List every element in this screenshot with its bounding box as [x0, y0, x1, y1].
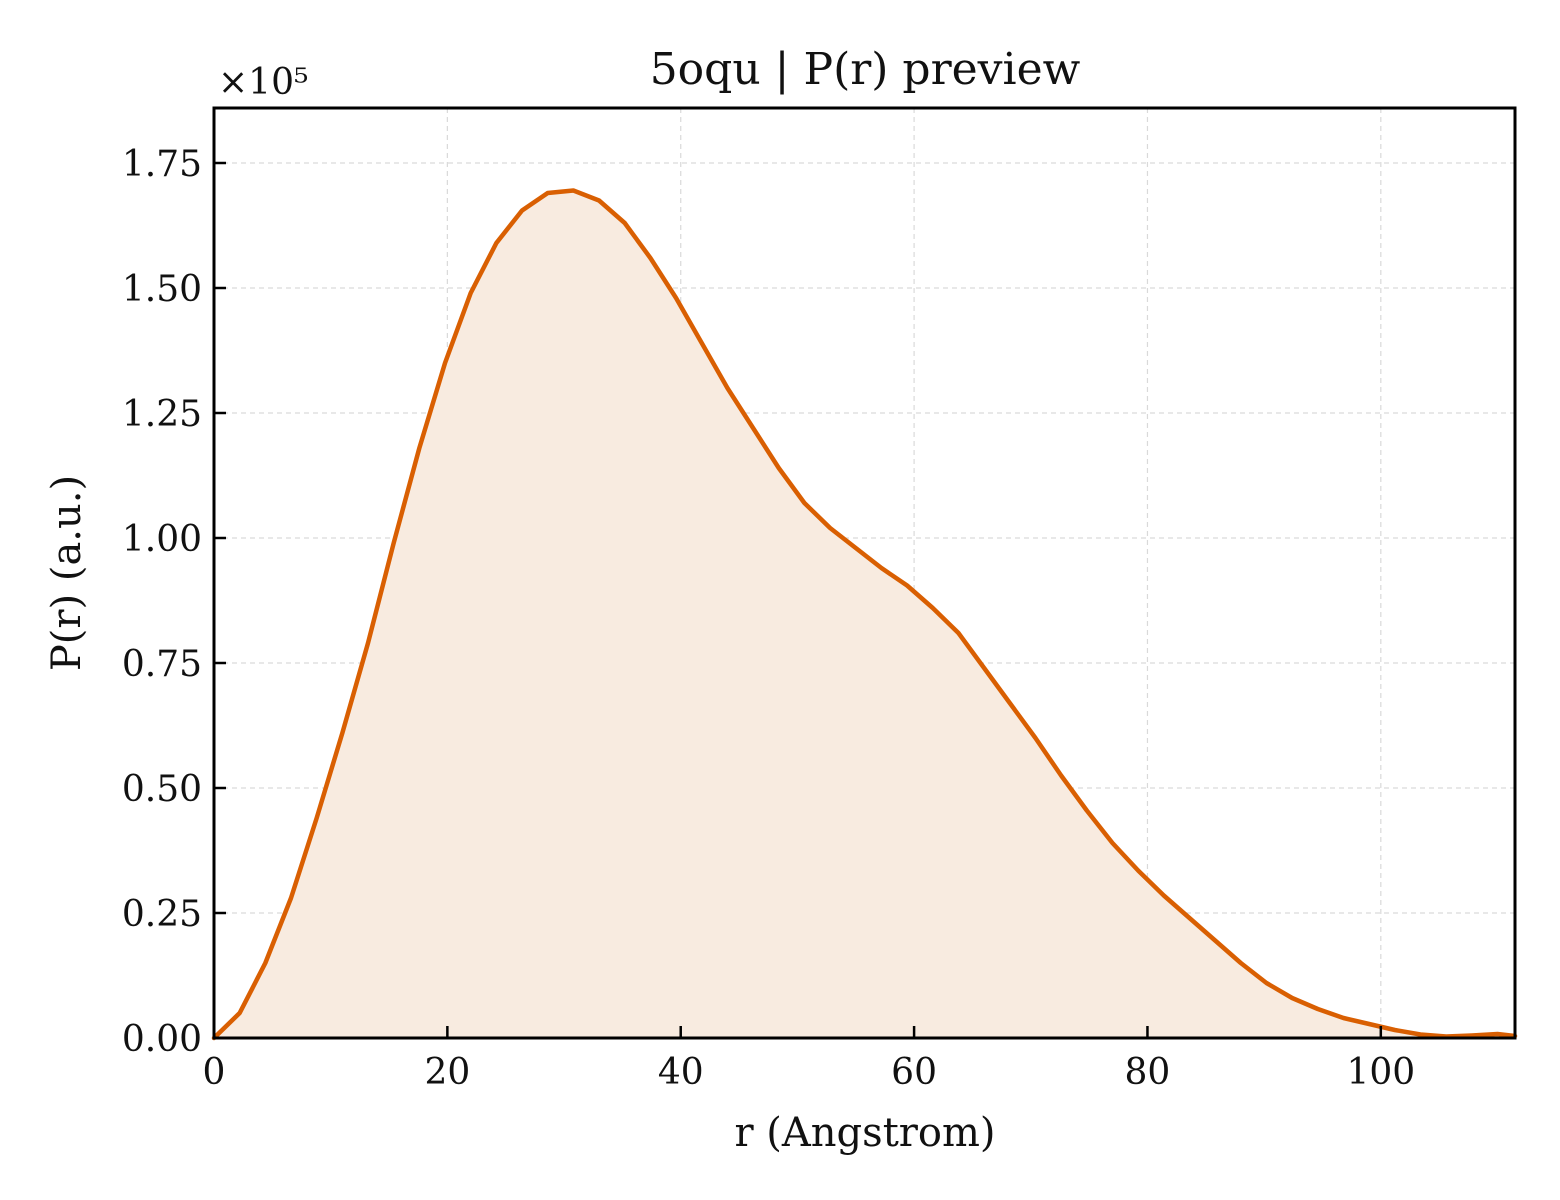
y-tick-label: 0.75: [122, 644, 202, 685]
x-tick-label: 20: [424, 1052, 470, 1093]
x-tick-label: 0: [203, 1052, 226, 1093]
y-tick-label: 0.50: [122, 769, 202, 810]
x-tick-label: 40: [658, 1052, 704, 1093]
y-tick-label: 0.00: [122, 1019, 202, 1060]
x-tick-label: 80: [1125, 1052, 1171, 1093]
tick-labels: 0 20 40 60 80 100 0.00 0.25 0.50 0.75 1.00 1.25 1.50…: [122, 144, 1415, 1093]
series-line: [211, 188, 1518, 1041]
y-tick-label: 1.50: [122, 269, 202, 310]
y-offset-label: ×10⁵: [218, 62, 308, 103]
area-fill: [214, 190, 1515, 1038]
y-tick-label: 0.25: [122, 894, 202, 935]
x-tick-label: 60: [891, 1052, 937, 1093]
chart-title: 5oqu | P(r) preview: [650, 44, 1081, 95]
y-tick-label: 1.75: [122, 144, 202, 185]
y-tick-label: 1.25: [122, 394, 202, 435]
y-tick-label: 1.00: [122, 519, 202, 560]
x-tick-label: 100: [1346, 1052, 1415, 1093]
plot-frame: [212, 106, 1517, 1040]
ticks: [212, 161, 1383, 1040]
y-axis-title: P(r) (a.u.): [44, 475, 90, 671]
x-axis-title: r (Angstrom): [734, 1110, 995, 1156]
